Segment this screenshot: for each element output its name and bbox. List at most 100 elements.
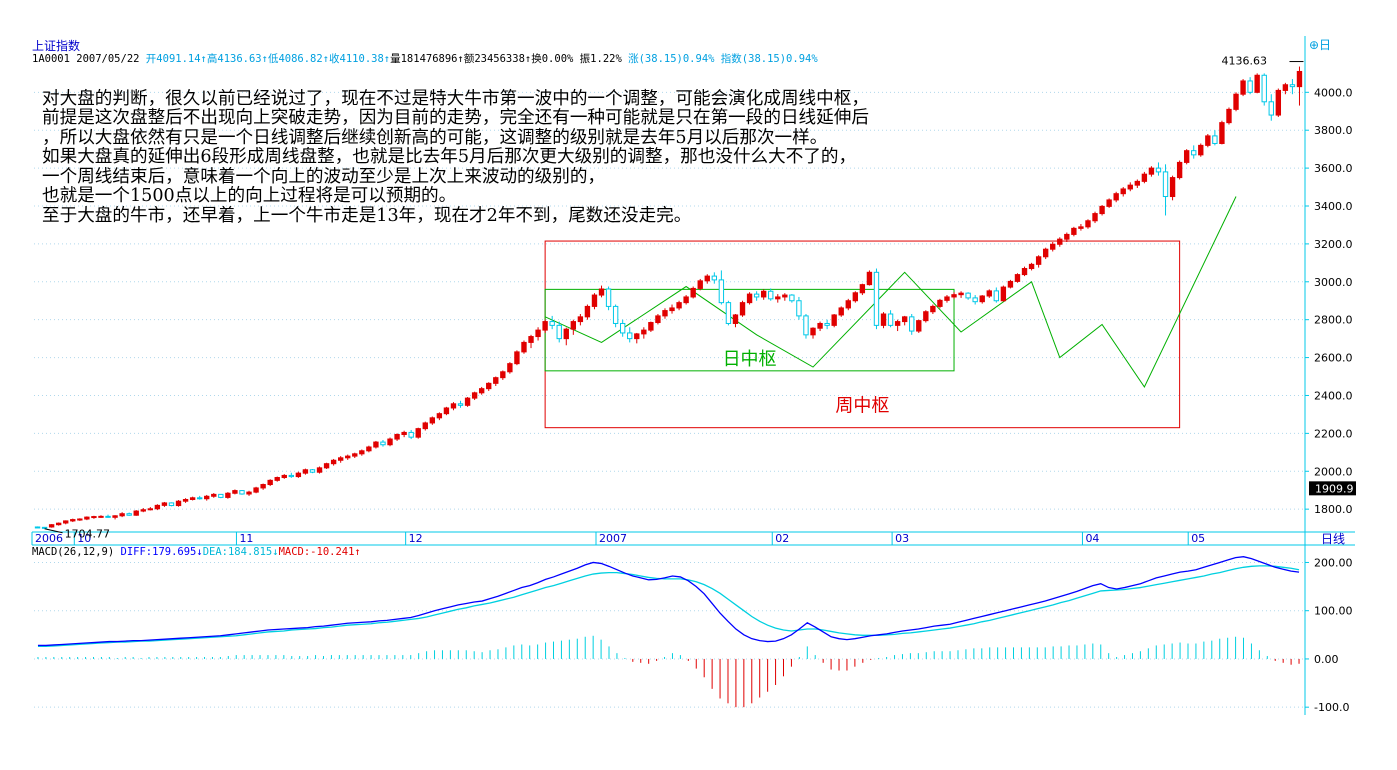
candle-body	[189, 497, 196, 500]
candle-body	[923, 311, 929, 322]
date-tick-label: 04	[1085, 532, 1099, 545]
date-tick-label: 12	[409, 532, 423, 545]
candle-body	[669, 307, 675, 312]
amplitude-value: 振1.22%	[579, 53, 622, 65]
candle-body	[507, 363, 513, 373]
candle-body	[1268, 101, 1274, 116]
candle-body	[112, 515, 118, 518]
candle-body	[556, 324, 562, 340]
candle-body	[464, 397, 471, 406]
candle-body	[1092, 213, 1098, 222]
candle-body	[634, 333, 640, 340]
candle-body	[1120, 188, 1126, 195]
candle-body	[288, 474, 295, 478]
candle-body	[1282, 84, 1289, 91]
candle-body	[845, 300, 851, 309]
period-switch-icon[interactable]: ⊕日	[1309, 38, 1332, 52]
price-tick-label: 2400.0	[1314, 389, 1353, 402]
candle-body	[218, 493, 224, 498]
candle-body	[909, 316, 915, 332]
candle-body	[147, 508, 154, 511]
candle-body	[302, 469, 309, 474]
candle-body	[775, 296, 781, 300]
candle-body	[612, 305, 619, 324]
candle-body	[345, 455, 351, 459]
candle-body	[1127, 184, 1133, 190]
diff-line	[37, 556, 1300, 647]
index-change-value: 指数(38.15)0.94%	[720, 53, 818, 65]
commentary-text: 对大盘的判断，很久以前已经说过了，现在不过是特大牛市第一波中的一个调整，可能会演…	[42, 70, 869, 246]
candle-body	[880, 313, 887, 326]
candle-body	[1078, 226, 1084, 229]
date-tick-label: 2007	[599, 532, 627, 545]
candle-body	[563, 328, 569, 340]
candle-body	[1289, 84, 1296, 88]
candle-body	[627, 332, 633, 340]
candle-body	[182, 498, 189, 502]
candle-body	[493, 377, 499, 384]
candle-body	[415, 428, 421, 438]
last-price-tag	[1309, 481, 1356, 496]
macd-tick-label: 100.00	[1314, 605, 1353, 618]
index-name: 上证指数	[32, 39, 81, 53]
candle-body	[309, 469, 316, 473]
commentary-line: 对大盘的判断，很久以前已经说过了，现在不过是特大牛市第一波中的一个调整，可能会演…	[42, 88, 869, 109]
candle-body	[1106, 199, 1112, 207]
candle-body	[211, 493, 217, 497]
turnover-value: 换0.00%	[531, 53, 574, 65]
candle-body	[443, 407, 450, 415]
date-tick-label: 02	[775, 532, 789, 545]
candle-body	[1233, 93, 1239, 110]
candle-body	[866, 271, 873, 286]
candle-body	[605, 288, 612, 307]
candle-body	[105, 515, 111, 518]
candle-body	[901, 316, 908, 323]
candle-body	[979, 295, 985, 303]
candle-body	[894, 321, 901, 326]
candle-body	[373, 441, 379, 448]
candle-body	[196, 497, 203, 500]
candle-body	[958, 292, 964, 296]
candle-body	[295, 472, 302, 478]
candle-body	[471, 392, 478, 399]
candle-body	[514, 351, 520, 365]
candle-body	[619, 322, 626, 334]
price-tick-label: 3200.0	[1314, 238, 1353, 251]
candle-body	[232, 490, 238, 494]
candle-body	[873, 271, 880, 326]
macd-tick-label: 200.00	[1314, 556, 1353, 569]
candle-body	[704, 275, 710, 282]
candle-body	[697, 280, 703, 289]
candle-body	[119, 513, 125, 517]
candle-body	[154, 504, 161, 510]
candle-body	[330, 459, 337, 465]
candle-body	[239, 490, 245, 495]
candle-body	[1028, 263, 1035, 270]
weekly-pivot-label: 周中枢	[835, 396, 889, 417]
macd-info-bar: MACD(26,12,9) DIFF:179.695↓DEA:184.815↓M…	[32, 546, 361, 558]
candle-body	[1191, 150, 1197, 156]
candle-body	[655, 315, 661, 324]
candle-body	[746, 293, 753, 304]
candle-body	[648, 322, 654, 331]
candle-body	[1007, 280, 1014, 288]
candle-body	[359, 450, 365, 455]
candle-body	[450, 403, 457, 409]
candle-body	[852, 292, 859, 302]
code-date: 1A0001 2007/05/22	[32, 53, 140, 65]
candle-body	[98, 515, 104, 518]
candle-body	[126, 513, 132, 516]
candle-body	[838, 307, 844, 316]
candle-body	[274, 477, 280, 481]
candle-body	[965, 292, 971, 299]
candle-body	[1261, 74, 1267, 103]
candle-body	[55, 522, 62, 526]
candle-body	[500, 371, 506, 379]
price-tick-label: 1800.0	[1314, 503, 1353, 516]
candle-body	[739, 302, 746, 316]
low-value: 低4086.82↑	[267, 53, 330, 65]
candle-body	[824, 322, 830, 326]
candle-body	[711, 275, 718, 281]
candle-body	[1155, 167, 1162, 173]
